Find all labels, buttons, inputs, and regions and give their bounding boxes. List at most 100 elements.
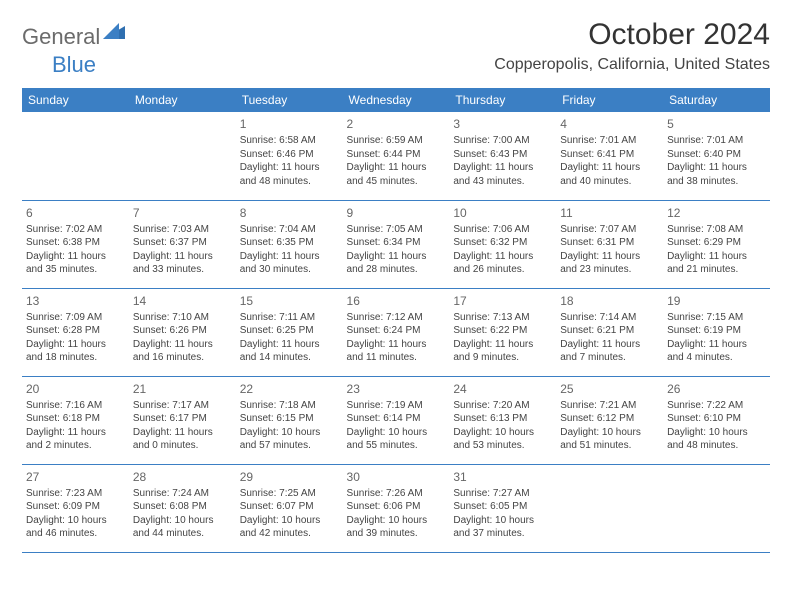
calendar-cell: 5Sunrise: 7:01 AMSunset: 6:40 PMDaylight… [663,112,770,200]
calendar-cell: 10Sunrise: 7:06 AMSunset: 6:32 PMDayligh… [449,200,556,288]
brand-logo: General [22,24,125,50]
day-number: 1 [240,116,339,132]
calendar-cell: 29Sunrise: 7:25 AMSunset: 6:07 PMDayligh… [236,464,343,552]
daylight-line: Daylight: 10 hours and 55 minutes. [347,426,446,453]
sunrise-line: Sunrise: 7:02 AM [26,223,125,237]
daylight-line: Daylight: 11 hours and 45 minutes. [347,161,446,188]
sunset-line: Sunset: 6:07 PM [240,500,339,514]
day-number: 6 [26,205,125,221]
day-number: 7 [133,205,232,221]
daylight-line: Daylight: 11 hours and 2 minutes. [26,426,125,453]
day-number: 23 [347,381,446,397]
calendar-body: 1Sunrise: 6:58 AMSunset: 6:46 PMDaylight… [22,112,770,552]
sunrise-line: Sunrise: 7:22 AM [667,399,766,413]
weekday-header: Monday [129,88,236,112]
calendar-cell: 24Sunrise: 7:20 AMSunset: 6:13 PMDayligh… [449,376,556,464]
calendar-cell: 17Sunrise: 7:13 AMSunset: 6:22 PMDayligh… [449,288,556,376]
weekday-header: Tuesday [236,88,343,112]
day-number: 26 [667,381,766,397]
calendar-header-row: SundayMondayTuesdayWednesdayThursdayFrid… [22,88,770,112]
daylight-line: Daylight: 11 hours and 30 minutes. [240,250,339,277]
daylight-line: Daylight: 11 hours and 33 minutes. [133,250,232,277]
daylight-line: Daylight: 10 hours and 57 minutes. [240,426,339,453]
calendar-cell [556,464,663,552]
calendar-cell: 30Sunrise: 7:26 AMSunset: 6:06 PMDayligh… [343,464,450,552]
daylight-line: Daylight: 10 hours and 53 minutes. [453,426,552,453]
daylight-line: Daylight: 10 hours and 39 minutes. [347,514,446,541]
day-number: 20 [26,381,125,397]
sunrise-line: Sunrise: 7:12 AM [347,311,446,325]
day-number: 14 [133,293,232,309]
month-title: October 2024 [494,18,770,52]
calendar-cell: 25Sunrise: 7:21 AMSunset: 6:12 PMDayligh… [556,376,663,464]
calendar-cell: 15Sunrise: 7:11 AMSunset: 6:25 PMDayligh… [236,288,343,376]
daylight-line: Daylight: 11 hours and 7 minutes. [560,338,659,365]
calendar-cell: 3Sunrise: 7:00 AMSunset: 6:43 PMDaylight… [449,112,556,200]
sunset-line: Sunset: 6:26 PM [133,324,232,338]
calendar-row: 1Sunrise: 6:58 AMSunset: 6:46 PMDaylight… [22,112,770,200]
daylight-line: Daylight: 10 hours and 46 minutes. [26,514,125,541]
calendar-cell [22,112,129,200]
daylight-line: Daylight: 11 hours and 35 minutes. [26,250,125,277]
weekday-header: Friday [556,88,663,112]
sunrise-line: Sunrise: 6:58 AM [240,134,339,148]
sunrise-line: Sunrise: 7:08 AM [667,223,766,237]
calendar-cell: 31Sunrise: 7:27 AMSunset: 6:05 PMDayligh… [449,464,556,552]
daylight-line: Daylight: 11 hours and 28 minutes. [347,250,446,277]
daylight-line: Daylight: 10 hours and 51 minutes. [560,426,659,453]
sunset-line: Sunset: 6:28 PM [26,324,125,338]
day-number: 11 [560,205,659,221]
sunset-line: Sunset: 6:09 PM [26,500,125,514]
day-number: 17 [453,293,552,309]
daylight-line: Daylight: 11 hours and 11 minutes. [347,338,446,365]
sunset-line: Sunset: 6:31 PM [560,236,659,250]
day-number: 9 [347,205,446,221]
sunset-line: Sunset: 6:29 PM [667,236,766,250]
sunset-line: Sunset: 6:10 PM [667,412,766,426]
sunrise-line: Sunrise: 7:11 AM [240,311,339,325]
day-number: 25 [560,381,659,397]
day-number: 2 [347,116,446,132]
weekday-header: Sunday [22,88,129,112]
sunset-line: Sunset: 6:08 PM [133,500,232,514]
day-number: 29 [240,469,339,485]
day-number: 19 [667,293,766,309]
day-number: 16 [347,293,446,309]
weekday-header: Saturday [663,88,770,112]
calendar-row: 20Sunrise: 7:16 AMSunset: 6:18 PMDayligh… [22,376,770,464]
calendar-cell: 7Sunrise: 7:03 AMSunset: 6:37 PMDaylight… [129,200,236,288]
brand-triangle-icon [103,23,125,44]
sunset-line: Sunset: 6:14 PM [347,412,446,426]
calendar-cell: 26Sunrise: 7:22 AMSunset: 6:10 PMDayligh… [663,376,770,464]
daylight-line: Daylight: 11 hours and 23 minutes. [560,250,659,277]
sunset-line: Sunset: 6:19 PM [667,324,766,338]
calendar-cell [129,112,236,200]
calendar-cell: 27Sunrise: 7:23 AMSunset: 6:09 PMDayligh… [22,464,129,552]
daylight-line: Daylight: 11 hours and 43 minutes. [453,161,552,188]
day-number: 12 [667,205,766,221]
sunrise-line: Sunrise: 7:04 AM [240,223,339,237]
day-number: 13 [26,293,125,309]
daylight-line: Daylight: 10 hours and 44 minutes. [133,514,232,541]
daylight-line: Daylight: 10 hours and 42 minutes. [240,514,339,541]
sunrise-line: Sunrise: 7:00 AM [453,134,552,148]
sunset-line: Sunset: 6:05 PM [453,500,552,514]
daylight-line: Daylight: 11 hours and 0 minutes. [133,426,232,453]
day-number: 31 [453,469,552,485]
sunset-line: Sunset: 6:17 PM [133,412,232,426]
sunset-line: Sunset: 6:32 PM [453,236,552,250]
sunset-line: Sunset: 6:43 PM [453,148,552,162]
sunset-line: Sunset: 6:35 PM [240,236,339,250]
day-number: 24 [453,381,552,397]
calendar-cell: 21Sunrise: 7:17 AMSunset: 6:17 PMDayligh… [129,376,236,464]
day-number: 8 [240,205,339,221]
daylight-line: Daylight: 11 hours and 9 minutes. [453,338,552,365]
sunset-line: Sunset: 6:44 PM [347,148,446,162]
sunset-line: Sunset: 6:37 PM [133,236,232,250]
sunrise-line: Sunrise: 7:06 AM [453,223,552,237]
daylight-line: Daylight: 11 hours and 40 minutes. [560,161,659,188]
sunrise-line: Sunrise: 7:23 AM [26,487,125,501]
sunset-line: Sunset: 6:38 PM [26,236,125,250]
sunrise-line: Sunrise: 7:10 AM [133,311,232,325]
day-number: 10 [453,205,552,221]
